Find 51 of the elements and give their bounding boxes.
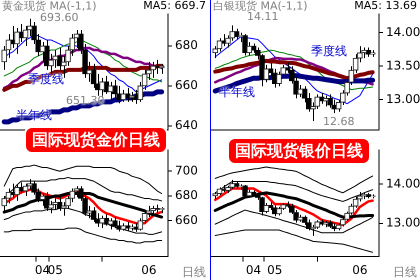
x-tick-label: 04: [34, 262, 50, 277]
candlestick: [370, 50, 376, 58]
candlestick: [99, 215, 105, 229]
annotation: 12.68: [323, 115, 354, 128]
annotation: 国际现货银价日线: [227, 137, 371, 165]
candlestick: [22, 25, 28, 46]
candlestick: [90, 63, 96, 88]
y-tick-label: 13.00: [386, 92, 420, 106]
candlestick: [158, 206, 164, 214]
y-tick-label: 700: [175, 163, 198, 178]
candlestick: [323, 95, 329, 107]
y-tick-label: 13.50: [386, 58, 420, 72]
text: 日线: [182, 264, 206, 279]
candlestick: [14, 27, 20, 54]
x-tick-label: 05: [267, 262, 282, 277]
annotation: 693.60: [40, 11, 78, 24]
text: MA5: 13.69: [354, 0, 417, 12]
text: MA5: 669.7: [143, 0, 206, 12]
x-tick-label: 04: [246, 262, 262, 277]
candlestick: [108, 218, 114, 230]
y-tick-label: 660: [175, 212, 198, 227]
candlestick: [40, 41, 46, 62]
candlestick: [108, 81, 114, 100]
x-tick-label: 06: [352, 262, 368, 277]
y-tick-label: 13.00: [386, 215, 420, 230]
candlestick: [327, 220, 333, 229]
candlestick: [336, 222, 342, 231]
chart-title: 白银现货 MA(-1,1): [213, 0, 308, 12]
annotation: 季度线: [311, 44, 347, 58]
candlestick: [242, 34, 248, 56]
x-tick-label: 06: [141, 262, 156, 277]
y-tick-label: 14.00: [386, 176, 420, 190]
annotation: 651.30: [66, 94, 104, 108]
y-tick-label: 680: [175, 38, 198, 52]
y-tick-label: 660: [175, 78, 198, 92]
text: 日线: [393, 264, 417, 279]
candlestick: [297, 84, 304, 98]
x-tick-label: 05: [48, 262, 63, 277]
candlestick: [52, 49, 58, 68]
candlestick: [120, 89, 126, 102]
annotation: 国际现货金价日线: [24, 126, 168, 154]
candlestick: [129, 224, 135, 232]
y-tick-label: 680: [175, 188, 198, 202]
chart-title: 黄金现货 MA(-1,1): [2, 0, 97, 12]
candlestick: [56, 47, 62, 70]
y-tick-label: 640: [175, 118, 198, 132]
annotation: 14.11: [247, 10, 278, 24]
y-tick-label: 14.00: [386, 24, 420, 39]
candlestick: [276, 206, 282, 216]
candlestick: [22, 183, 28, 196]
candlestick: [150, 61, 156, 78]
